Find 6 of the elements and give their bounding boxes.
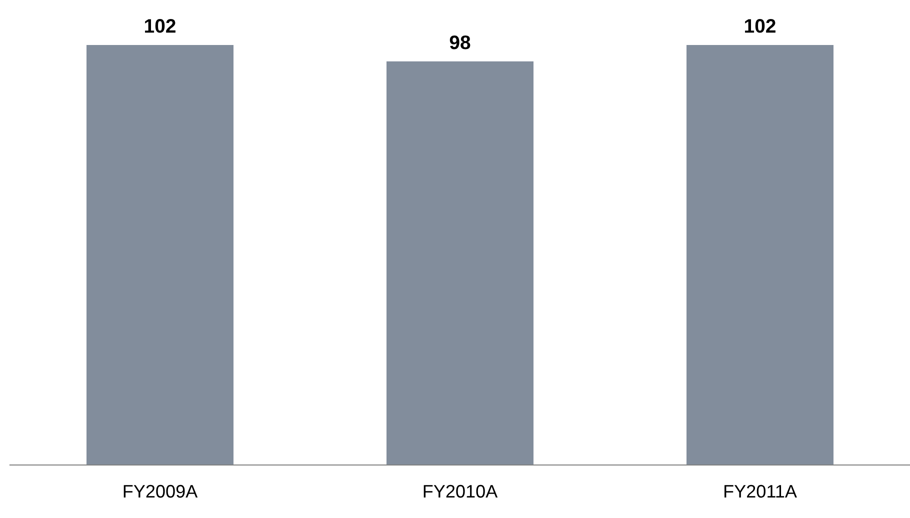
x-tick-label: FY2010A [424,484,498,498]
data-label: 102 [145,19,176,33]
x-tick-label: FY2011A [724,484,797,498]
x-tick-label: FY2009A [124,484,198,498]
data-label: 102 [745,19,776,33]
data-label: 98 [450,35,470,50]
